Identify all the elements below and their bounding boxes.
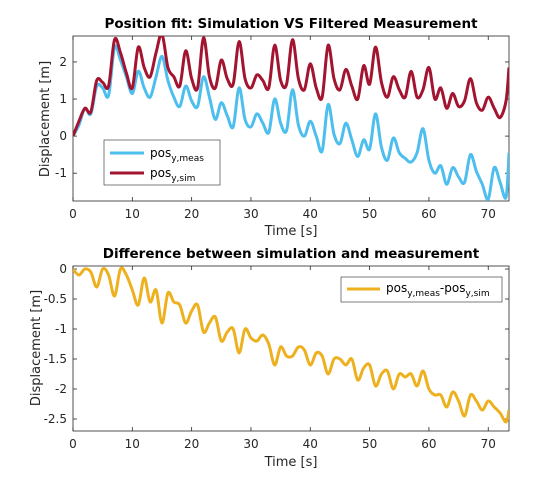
chart1-y-tick-label-4: -0.5 [44,292,67,306]
chart1-x-tick-label-2: 20 [184,437,199,451]
chart0-x-tick-label-0: 0 [69,207,77,221]
chart0-x-tick-label-4: 40 [303,207,318,221]
top-x-ticks: 0 10 20 30 40 50 60 70 [69,36,496,221]
bottom-legend-entry-diff: posy,meas-posy,sim [386,281,490,299]
top-legend: posy,meas posy,sim [103,139,221,186]
bottom-y-ticks: -2.5 -2 -1.5 -1 -0.5 0 [44,262,509,426]
chart1-x-tick-label-3: 30 [243,437,258,451]
top-series-lines [73,36,509,201]
chart0-x-tick-label-2: 20 [184,207,199,221]
bottom-chart: Difference between simulation and measur… [29,246,510,470]
chart0-y-tick-label-0: -1 [55,166,67,180]
bottom-y-axis-label: Displacement [m] [29,290,44,406]
chart0-x-tick-label-7: 70 [481,207,496,221]
chart1-y-tick-label-1: -2 [55,382,67,396]
chart0-y-tick-label-2: 1 [59,92,67,106]
bottom-series-lines [73,266,509,424]
bottom-chart-title: Difference between simulation and measur… [103,246,480,262]
top-chart-title: Position fit: Simulation VS Filtered Mea… [104,16,478,32]
chart0-x-tick-label-5: 50 [362,207,377,221]
chart1-x-tick-label-0: 0 [69,437,77,451]
top-chart: Position fit: Simulation VS Filtered Mea… [38,16,510,239]
bottom-x-axis-label: Time [s] [264,455,318,470]
chart1-y-tick-label-2: -1.5 [44,352,67,366]
chart1-series-line-0 [73,266,509,424]
chart1-y-tick-label-5: 0 [59,262,67,276]
chart0-x-tick-label-6: 60 [421,207,436,221]
chart1-x-tick-label-5: 50 [362,437,377,451]
top-legend-entry-sim: posy,sim [150,166,195,184]
top-x-axis-label: Time [s] [264,224,318,239]
chart1-x-tick-label-1: 10 [125,437,140,451]
bottom-x-ticks: 0 10 20 30 40 50 60 70 [69,266,496,451]
chart1-x-tick-label-7: 70 [481,437,496,451]
chart1-x-tick-label-6: 60 [421,437,436,451]
chart0-x-tick-label-1: 10 [125,207,140,221]
bottom-legend: posy,meas-posy,sim [340,276,503,303]
chart1-y-tick-label-3: -1 [55,322,67,336]
chart0-y-tick-label-3: 2 [59,55,67,69]
chart0-x-tick-label-3: 30 [243,207,258,221]
top-legend-box [103,139,221,186]
chart1-x-tick-label-4: 40 [303,437,318,451]
chart0-series-line-0 [73,44,509,201]
chart0-y-tick-label-1: 0 [59,129,67,143]
chart1-y-tick-label-0: -2.5 [44,412,67,426]
chart0-series-line-1 [73,36,509,137]
top-legend-entry-meas: posy,meas [150,146,204,164]
top-y-axis-label: Displacement [m] [38,61,53,177]
